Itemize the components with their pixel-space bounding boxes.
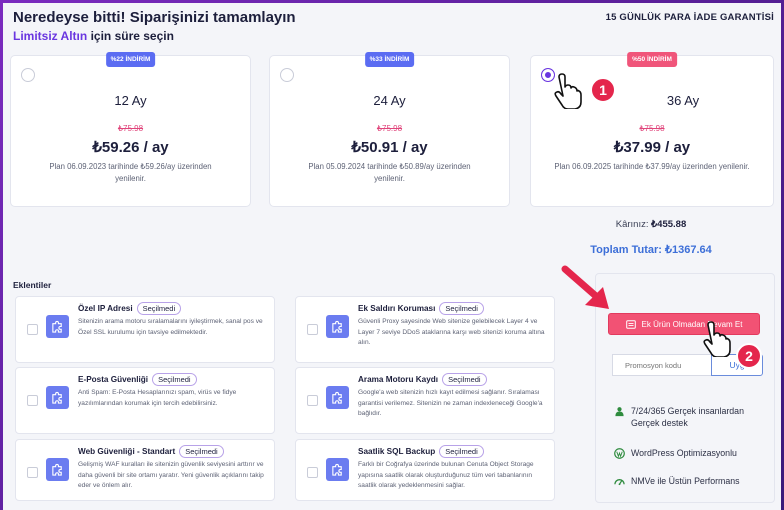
checkout-page: Neredeyse bitti! Siparişinizi tamamlayın… [3, 3, 781, 510]
hand-cursor-icon [554, 73, 582, 109]
addon-eposta[interactable]: E-Posta Güvenliği Seçilmedi Anti Spam: E-… [15, 367, 275, 434]
addon-title-text: Özel IP Adresi [78, 304, 133, 313]
savings: Kârınız: ₺455.88 [563, 219, 739, 230]
savings-label: Kârınız: [615, 219, 649, 230]
plan-price: ₺50.91 / ay [351, 139, 428, 156]
addon-title: Arama Motoru Kaydı Seçilmedi [358, 373, 487, 386]
feature-wordpress: WordPress Optimizasyonlu [614, 447, 764, 459]
feature-text: 7/24/365 Gerçek insanlardan Gerçek deste… [631, 406, 744, 428]
status-badge: Seçilmedi [136, 302, 182, 315]
status-badge: Seçilmedi [442, 373, 487, 386]
addon-title: Saatlik SQL Backup Seçilmedi [358, 445, 484, 458]
status-badge: Seçilmedi [179, 445, 224, 458]
discount-badge: %50 İNDİRİM [627, 52, 677, 67]
plan-radio[interactable] [280, 68, 294, 82]
addon-title-text: Arama Motoru Kaydı [358, 375, 439, 384]
savings-value: ₺455.88 [651, 219, 687, 230]
puzzle-icon [326, 458, 349, 481]
order-sidebar [595, 273, 775, 503]
puzzle-icon [46, 458, 69, 481]
addon-title-text: Ek Saldırı Koruması [358, 304, 436, 313]
status-badge: Seçilmedi [152, 373, 197, 386]
renewal-note: Plan 05.09.2024 tarihinde ₺50.89/ay üzer… [308, 162, 471, 183]
money-back-guarantee: 15 GÜNLÜK PARA İADE GARANTİSİ [605, 12, 774, 23]
addon-title-text: Saatlik SQL Backup [358, 447, 436, 456]
addon-description: Farklı bir Coğrafya üzerinde bulunan Cen… [358, 461, 534, 489]
continue-without-addons-button[interactable]: Ek Ürün Olmadan Devam Et [608, 313, 760, 335]
plan-price: ₺59.26 / ay [92, 139, 169, 156]
addon-title: Özel IP Adresi Seçilmedi [78, 302, 182, 315]
addon-description: Güvenli Proxy sayesinde Web sitenize gel… [358, 318, 545, 346]
discount-badge: %22 İNDİRİM [105, 52, 156, 67]
addon-description: Anti Spam: E-Posta Hesaplarınızı spam, v… [78, 389, 237, 407]
addon-description: Google'a web sitenizin hızlı kayıt edilm… [358, 389, 543, 417]
plan-period: 24 Ay [373, 93, 406, 108]
discount-badge: %33 İNDİRİM [364, 52, 415, 67]
plan-card-12[interactable]: %22 İNDİRİM 12 Ay ₺75.98 ₺59.26 / ay Pla… [10, 52, 251, 207]
addon-checkbox[interactable] [307, 324, 318, 335]
total-value: ₺1367.64 [665, 244, 712, 256]
total-label: Toplam Tutar: [590, 244, 662, 256]
wordpress-icon [614, 448, 625, 459]
red-arrow-icon [561, 265, 609, 309]
renewal-note: Plan 06.09.2023 tarihinde ₺59.26/ay üzer… [49, 162, 212, 183]
old-price: ₺75.98 [376, 124, 403, 133]
addon-arama-motoru[interactable]: Arama Motoru Kaydı Seçilmedi Google'a web… [295, 367, 555, 434]
plan-name: Limitsiz Altın [13, 29, 88, 43]
feature-text: NMVe ile Üstün Performans [631, 476, 740, 486]
addon-checkbox[interactable] [27, 395, 38, 406]
puzzle-icon [326, 315, 349, 338]
puzzle-icon [46, 386, 69, 409]
status-badge: Seçilmedi [439, 302, 484, 315]
feature-support: 7/24/365 Gerçek insanlardan Gerçek deste… [614, 405, 764, 429]
addon-checkbox[interactable] [27, 324, 38, 335]
old-price: ₺75.98 [639, 124, 665, 133]
addon-title: Web Güvenliği - Standart Seçilmedi [78, 445, 224, 458]
feature-nvme: NMVe ile Üstün Performans [614, 475, 764, 487]
speedometer-icon [614, 479, 625, 486]
addon-sql-backup[interactable]: Saatlik SQL Backup Seçilmedi Farklı bir C… [295, 439, 555, 501]
plan-price: ₺37.99 / ay [613, 139, 691, 156]
old-price: ₺75.98 [117, 124, 144, 133]
addon-checkbox[interactable] [27, 467, 38, 478]
support-icon [615, 407, 624, 417]
hand-cursor-icon [703, 321, 731, 357]
puzzle-icon [46, 315, 69, 338]
feature-text: WordPress Optimizasyonlu [631, 448, 737, 458]
addon-description: Gelişmiş WAF kuralları ile sitenizin güv… [78, 461, 264, 489]
renewal-note: Plan 06.09.2025 tarihinde ₺37.99/ay üzer… [554, 162, 750, 171]
addon-title-text: Web Güvenliği - Standart [78, 447, 176, 456]
addon-ozel-ip[interactable]: Özel IP Adresi Seçilmedi Sitenizin arama … [15, 296, 275, 363]
cta-label: Ek Ürün Olmadan Devam Et [641, 319, 743, 329]
addon-title: E-Posta Güvenliği Seçilmedi [78, 373, 197, 386]
page-subtitle: Limitsiz Altın için süre seçin [13, 29, 174, 43]
plan-period: 36 Ay [666, 93, 700, 108]
addon-description: Sitenizin arama motoru sıralamalarını iy… [78, 318, 263, 336]
subtitle-text: için süre seçin [87, 29, 174, 43]
promo-code-input[interactable] [612, 354, 712, 376]
plan-radio-selected[interactable] [541, 68, 555, 82]
addon-title-text: E-Posta Güvenliği [78, 375, 149, 384]
addon-checkbox[interactable] [307, 467, 318, 478]
addon-web-guvenligi[interactable]: Web Güvenliği - Standart Seçilmedi Gelişm… [15, 439, 275, 501]
plan-card-36[interactable]: %50 İNDİRİM 36 Ay ₺75.98 ₺37.99 / ay Pla… [530, 52, 774, 207]
step-2-marker: 2 [736, 343, 762, 369]
addon-checkbox[interactable] [307, 395, 318, 406]
addons-heading: Eklentiler [13, 280, 52, 290]
plan-card-24[interactable]: %33 İNDİRİM 24 Ay ₺75.98 ₺50.91 / ay Pla… [269, 52, 510, 207]
plan-period: 12 Ay [114, 93, 147, 108]
step-1-marker: 1 [590, 77, 616, 103]
receipt-icon [625, 319, 636, 329]
addon-title: Ek Saldırı Koruması Seçilmedi [358, 302, 484, 315]
page-title: Neredeyse bitti! Siparişinizi tamamlayın [13, 9, 296, 26]
plan-radio[interactable] [21, 68, 35, 82]
total-amount: Toplam Tutar: ₺1367.64 [563, 243, 739, 256]
addon-ek-saldiri[interactable]: Ek Saldırı Koruması Seçilmedi Güvenli Pro… [295, 296, 555, 363]
puzzle-icon [326, 386, 349, 409]
status-badge: Seçilmedi [439, 445, 484, 458]
